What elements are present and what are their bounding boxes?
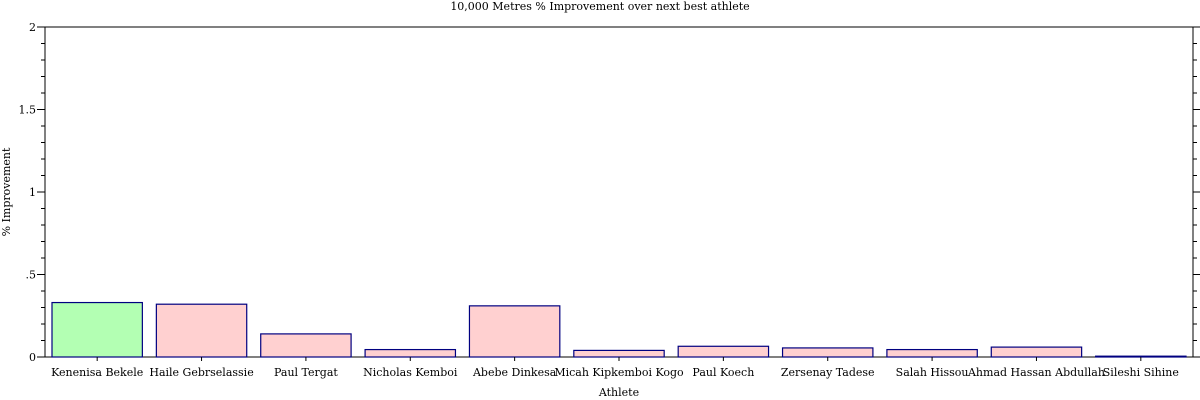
y-tick-label: 2 <box>29 21 36 34</box>
x-tick-label: Paul Tergat <box>274 366 338 379</box>
x-tick-label: Salah Hissou <box>896 366 969 379</box>
bar <box>990 346 1083 358</box>
bar <box>677 345 770 358</box>
x-tick-label: Ahmad Hassan Abdullah <box>967 366 1105 379</box>
x-tick-label: Zersenay Tadese <box>781 366 875 379</box>
y-axis-label: % Improvement <box>0 147 13 236</box>
y-tick-label: 1 <box>29 186 36 199</box>
chart-title: 10,000 Metres % Improvement over next be… <box>450 0 749 13</box>
bar <box>468 305 561 358</box>
x-tick-label: Abebe Dinkesa <box>472 366 557 379</box>
x-axis-label: Athlete <box>598 386 639 399</box>
x-tick-label: Kenenisa Bekele <box>51 366 143 379</box>
axes-layer: 0 .5 1 1.5 2 <box>19 21 1200 364</box>
bars-layer <box>51 301 1187 358</box>
bar <box>260 333 352 358</box>
x-tick-label: Paul Koech <box>692 366 754 379</box>
bar <box>781 347 874 358</box>
x-tick-label: Haile Gebrselassie <box>149 366 253 379</box>
bar <box>364 348 457 358</box>
bar <box>1095 355 1187 358</box>
bar <box>51 301 143 358</box>
labels-layer: Kenenisa Bekele Haile Gebrselassie Paul Te… <box>51 357 1179 379</box>
x-tick-label: Sileshi Sihine <box>1103 366 1179 379</box>
x-tick-label: Nicholas Kemboi <box>363 366 458 379</box>
y-tick-label: 0 <box>29 351 36 364</box>
bar <box>155 303 248 358</box>
x-tick-label: Micah Kipkemboi Kogo <box>554 366 684 379</box>
bar <box>573 349 665 358</box>
bar <box>886 348 978 358</box>
y-tick-label: 1.5 <box>19 104 37 117</box>
y-tick-label: .5 <box>26 269 37 282</box>
